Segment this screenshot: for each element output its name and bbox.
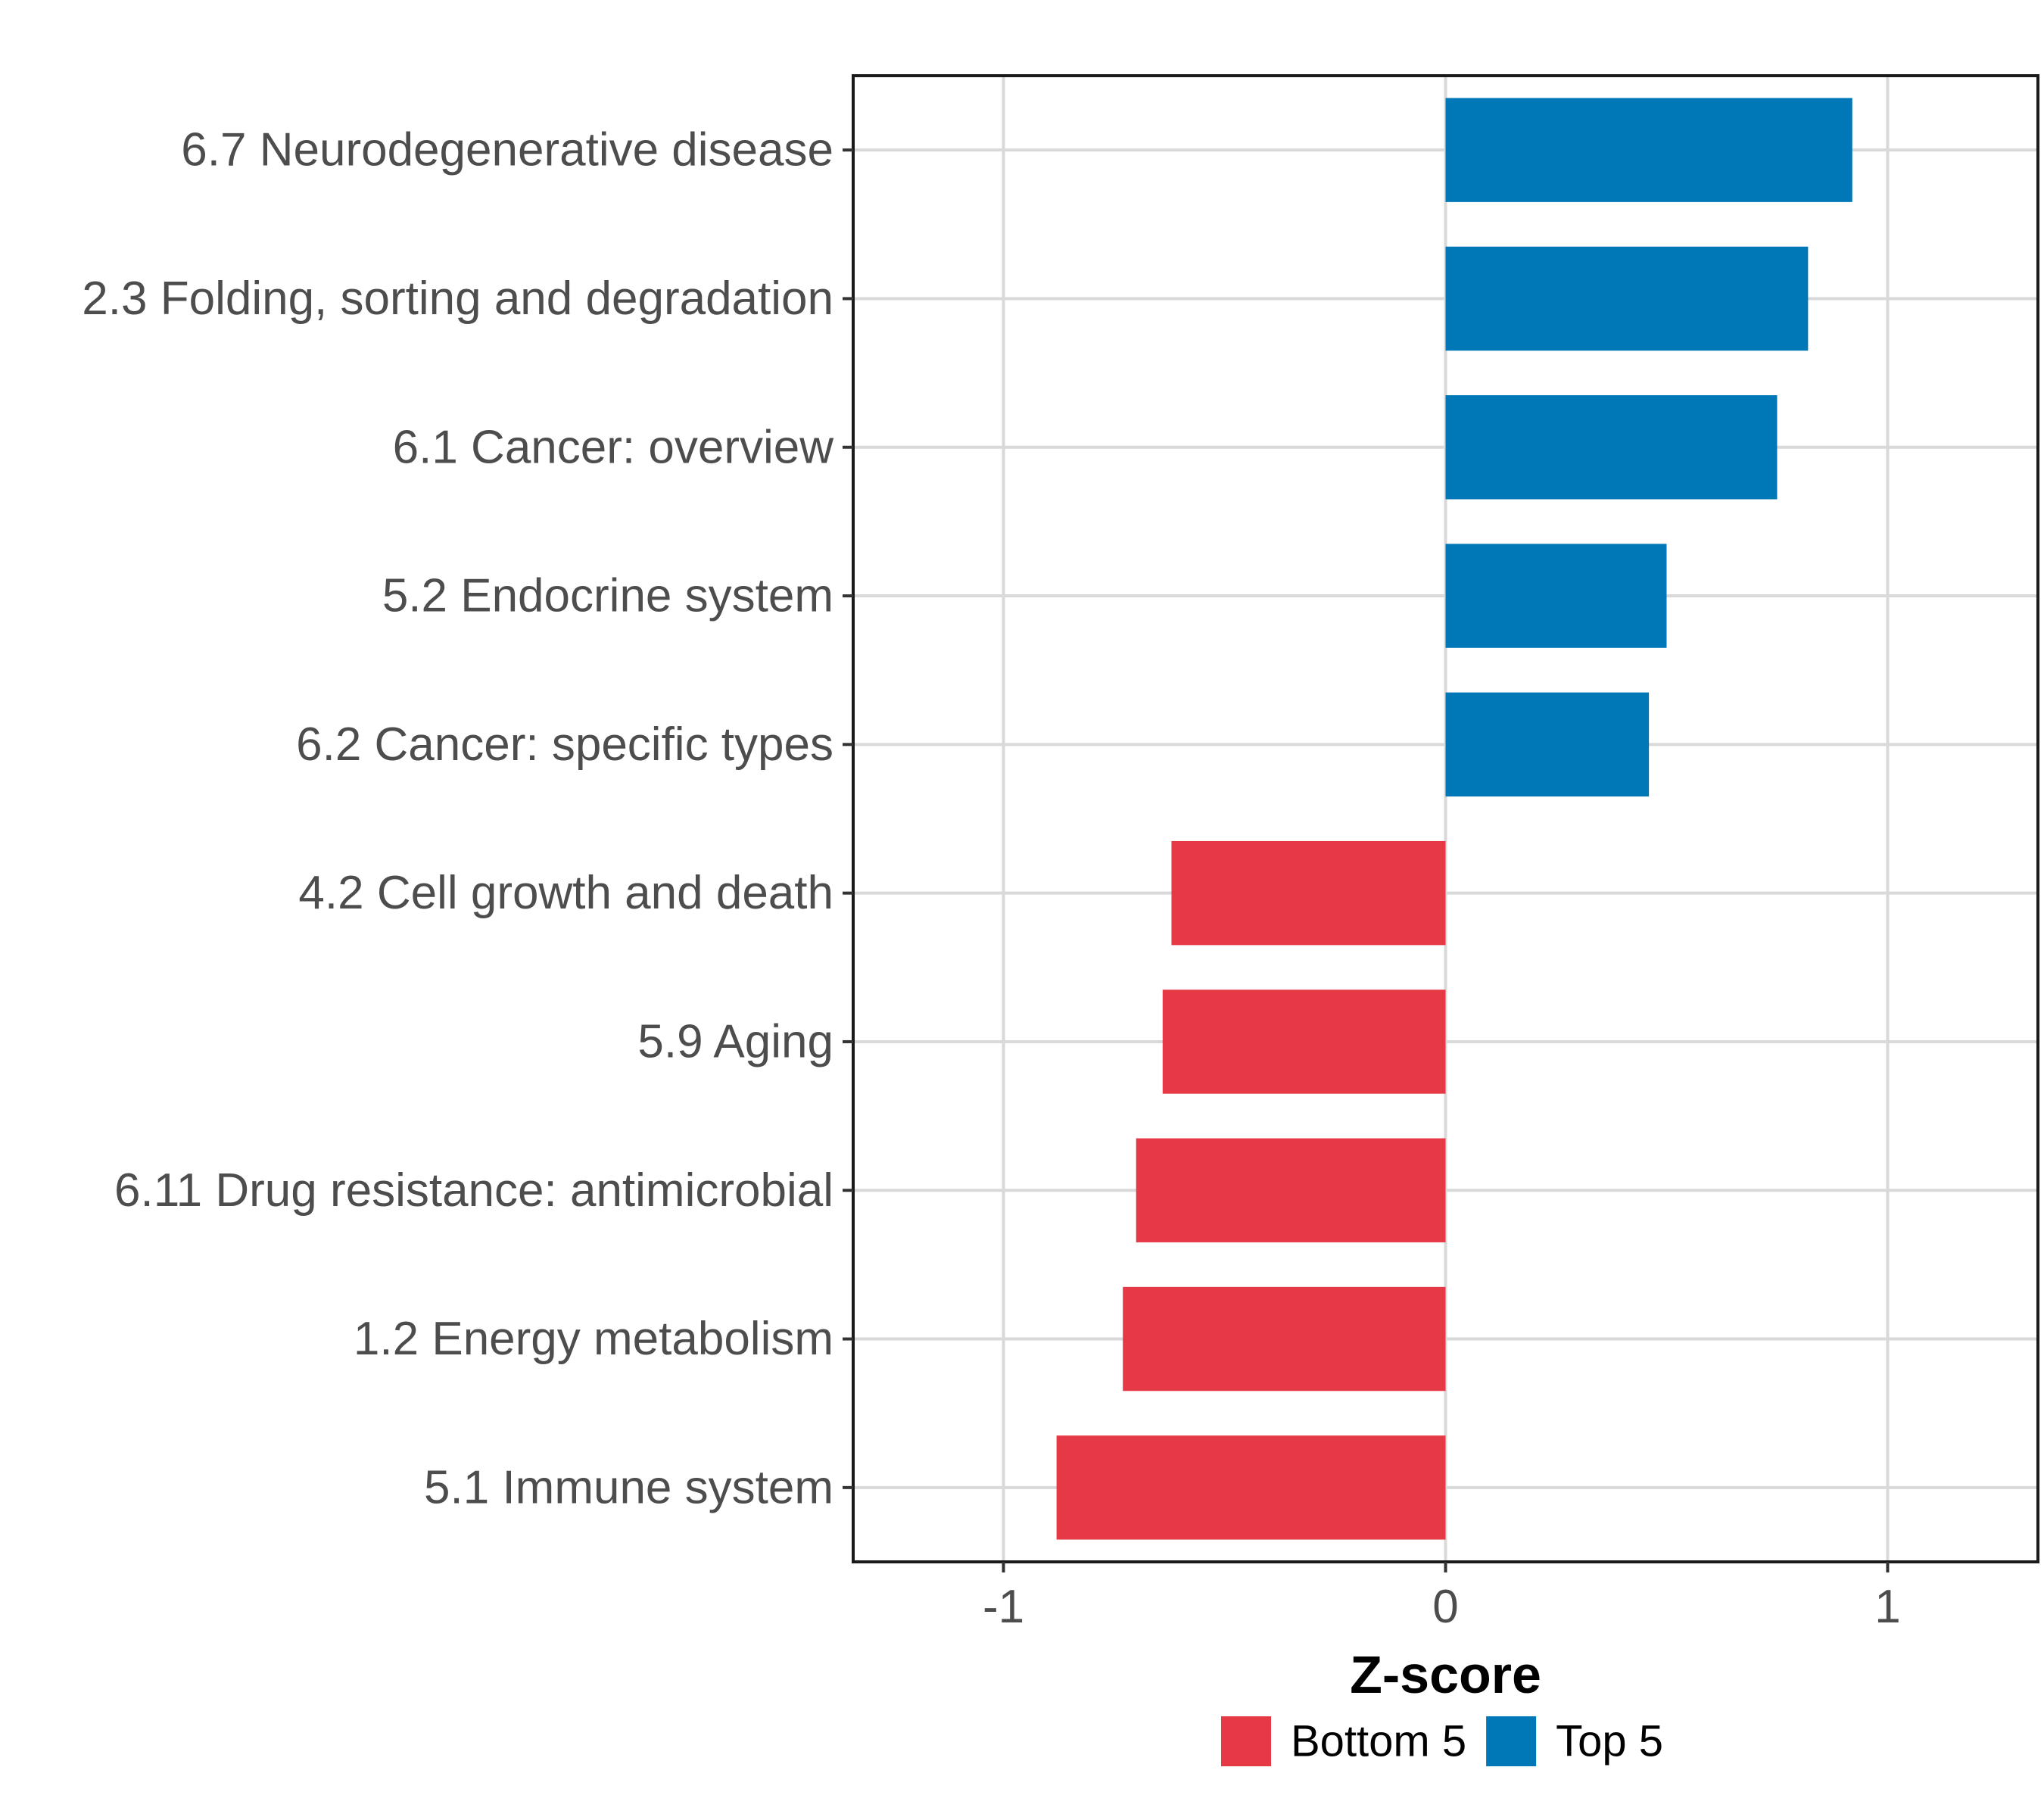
y-tick-label: 4.2 Cell growth and death <box>298 867 833 919</box>
bar <box>1445 395 1778 500</box>
x-tick-label: -1 <box>983 1581 1024 1633</box>
y-tick-label: 2.3 Folding, sorting and degradation <box>82 273 833 325</box>
y-tick-label: 6.1 Cancer: overview <box>393 421 834 473</box>
x-axis-title: Z-score <box>1350 1645 1541 1704</box>
bar <box>1162 990 1446 1094</box>
legend-label: Top 5 <box>1556 1717 1663 1766</box>
legend-label: Bottom 5 <box>1291 1717 1466 1766</box>
y-tick-label: 6.11 Drug resistance: antimicrobial <box>114 1164 833 1217</box>
legend-swatch <box>1486 1716 1537 1766</box>
x-tick-label: 1 <box>1874 1581 1900 1633</box>
bar <box>1136 1138 1446 1242</box>
x-axis: -1 0 1 <box>983 1562 1901 1633</box>
y-tick-label: 1.2 Energy metabolism <box>354 1313 833 1365</box>
y-axis: 6.7 Neurodegenerative disease 2.3 Folding… <box>82 124 853 1513</box>
y-tick-label: 5.9 Aging <box>637 1015 833 1067</box>
bar <box>1445 98 1852 202</box>
bar <box>1445 544 1667 648</box>
bar <box>1056 1435 1446 1540</box>
legend-swatch <box>1221 1716 1271 1766</box>
y-tick-label: 5.1 Immune system <box>424 1461 833 1513</box>
legend: Bottom 5 Top 5 <box>1221 1716 1663 1766</box>
bar <box>1445 692 1650 797</box>
y-tick-label: 6.2 Cancer: specific types <box>296 718 833 771</box>
y-tick-label: 5.2 Endocrine system <box>382 570 833 622</box>
bar <box>1123 1286 1446 1392</box>
y-tick-label: 6.7 Neurodegenerative disease <box>181 124 833 176</box>
bar <box>1445 246 1809 351</box>
x-tick-label: 0 <box>1432 1581 1458 1633</box>
bar <box>1171 840 1446 946</box>
bars <box>1056 98 1852 1540</box>
